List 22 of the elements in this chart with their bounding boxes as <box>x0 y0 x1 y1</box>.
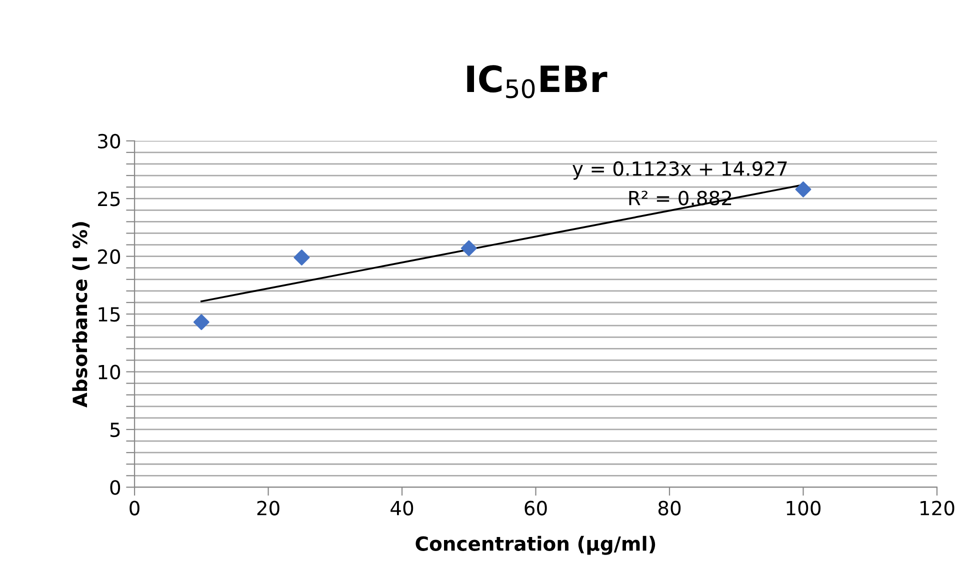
x-tick-label: 60 <box>524 500 547 516</box>
y-tick-label: 10 <box>98 364 120 380</box>
x-tick-label: 100 <box>786 500 820 516</box>
y-axis-title: Absorbance (I %) <box>72 222 90 408</box>
point <box>795 181 812 198</box>
x-tick-label: 120 <box>920 500 954 516</box>
x-tick-label: 40 <box>390 500 414 516</box>
point <box>294 250 310 266</box>
y-tick-label: 0 <box>110 480 120 495</box>
y-tick-label: 25 <box>98 192 120 206</box>
x-tick-label: 0 <box>130 500 140 516</box>
y-tick-label: 30 <box>98 134 120 149</box>
y-tick-label: 20 <box>98 249 120 264</box>
point <box>193 314 210 330</box>
x-axis-title: Concentration (µg/ml) <box>416 536 656 555</box>
point <box>460 240 477 256</box>
x-tick-label: 80 <box>658 500 681 516</box>
y-tick-label: 5 <box>110 422 120 438</box>
annotation: y = 0.1123x + 14.927 <box>572 161 787 180</box>
y-tick-label: 15 <box>98 307 120 322</box>
x-tick-label: 20 <box>257 500 280 516</box>
chart-title: IC$_{50}$EBr <box>467 65 608 98</box>
